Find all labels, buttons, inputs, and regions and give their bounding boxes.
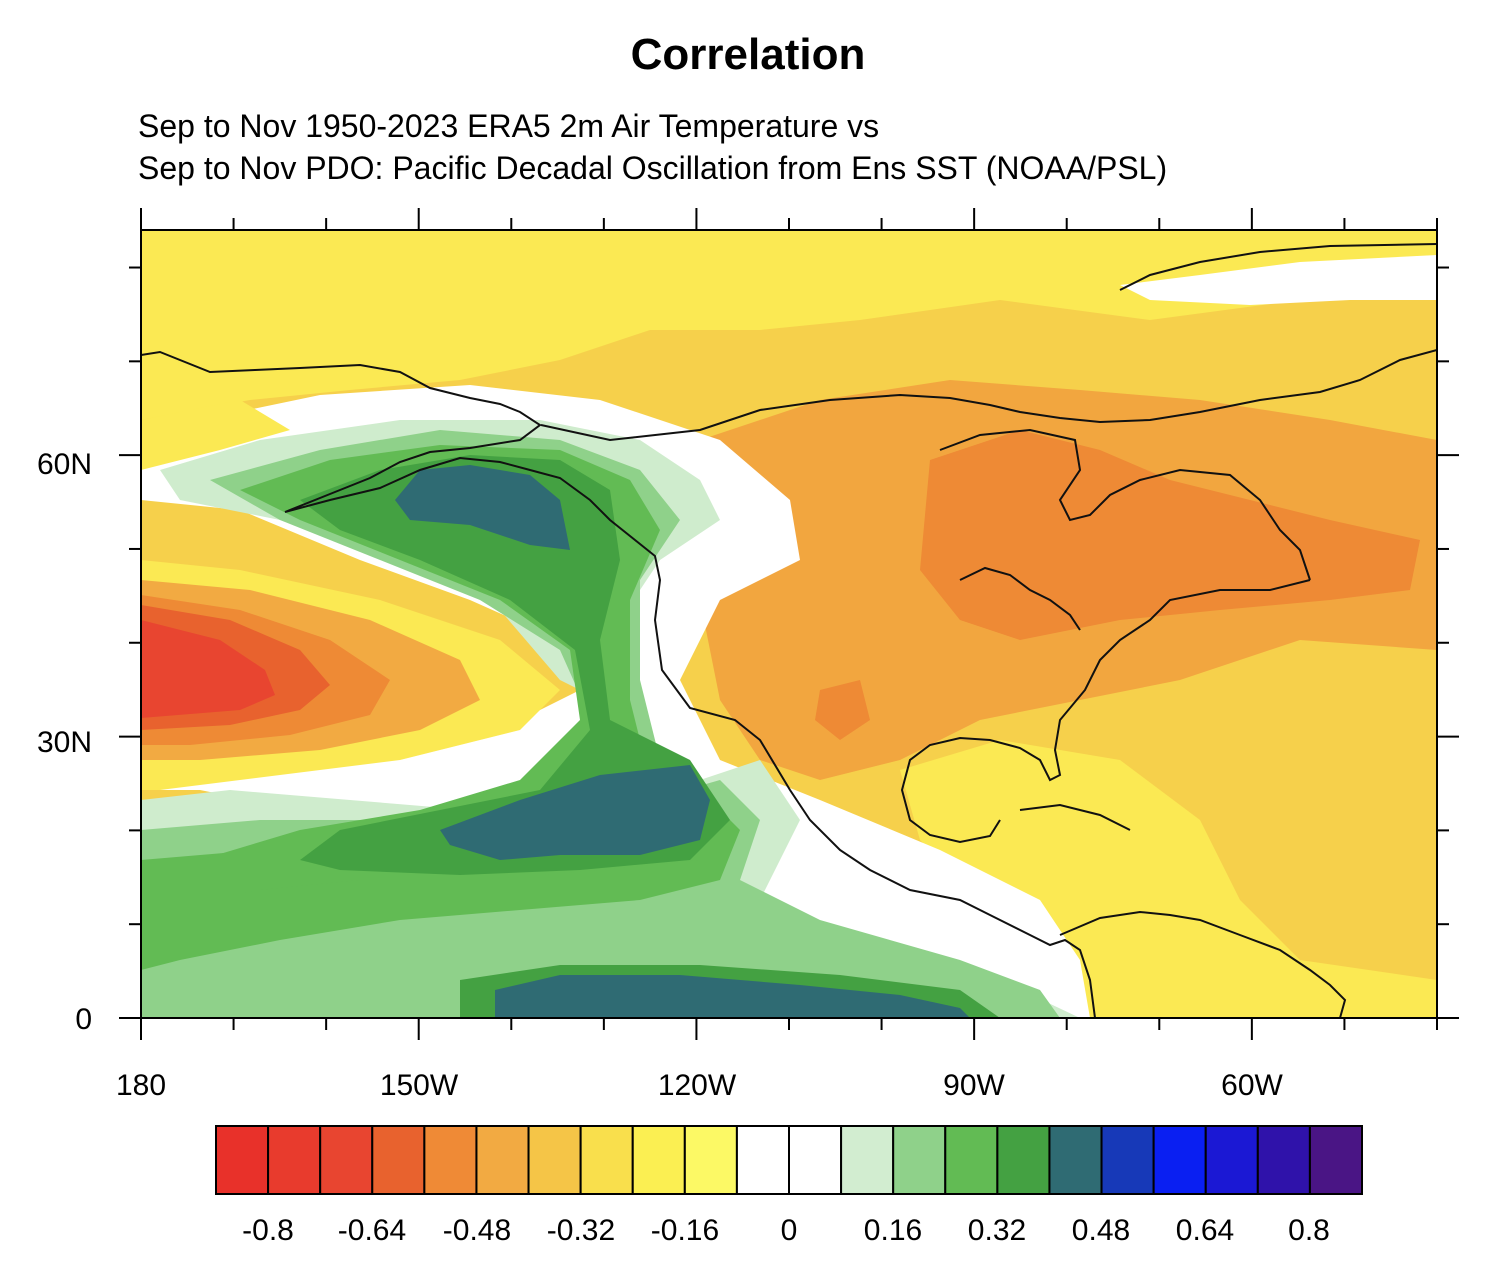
colorbar-label-5: -0.16: [651, 1214, 719, 1247]
x-axis-labels: 180 150W 120W 90W 60W: [116, 1069, 1284, 1102]
colorbar-swatch: [735, 1125, 791, 1195]
colorbar-label-4: -0.32: [547, 1214, 615, 1247]
coastline-alaska-america: [141, 350, 1096, 1018]
colorbar-swatch: [579, 1125, 634, 1195]
coastlines: [141, 243, 1437, 1018]
x-tick-label-60w: 60W: [1221, 1069, 1283, 1102]
x-tick-label-90w: 90W: [943, 1069, 1005, 1102]
field-yellow-north: [141, 230, 1437, 420]
colorbar-swatch: [788, 1125, 843, 1195]
coastline-south-america: [1059, 910, 1347, 1018]
y-axis-labels: 0 30N 60N: [37, 448, 92, 1036]
colorbar-swatch: [944, 1125, 999, 1195]
colorbar-label-2: -0.64: [338, 1214, 406, 1247]
y-tick-label-30n: 30N: [37, 726, 92, 759]
colorbar-swatch: [631, 1125, 686, 1195]
colorbar-label-6: 0: [781, 1214, 798, 1247]
field-teal-gulfalaska: [395, 465, 570, 550]
colorbar-swatch: [1256, 1125, 1311, 1195]
colorbar-swatch: [267, 1125, 322, 1195]
field-yellow-northwest: [141, 400, 290, 470]
colorbar-label-10: 0.64: [1176, 1214, 1234, 1247]
y-tick-label-60n: 60N: [37, 448, 92, 481]
colorbar-label-7: 0.16: [864, 1214, 922, 1247]
field-teal-subtropical: [440, 765, 710, 860]
colorbar-swatch: [1100, 1125, 1155, 1195]
colorbar-swatch: [1152, 1125, 1207, 1195]
colorbar-label-11: 0.8: [1288, 1214, 1330, 1247]
x-tick-label-180: 180: [116, 1069, 166, 1102]
colorbar-swatch: [423, 1125, 478, 1195]
field-darkgreen: [300, 455, 730, 875]
field-teal-equatorial: [495, 975, 970, 1018]
coastline-arctic: [540, 349, 1437, 442]
colorbar-swatch: [215, 1125, 270, 1195]
subtitle-line-2: Sep to Nov PDO: Pacific Decadal Oscillat…: [138, 150, 1168, 186]
coastline-hudson-bay: [939, 428, 1311, 581]
colorbar-swatch: [1308, 1125, 1363, 1195]
axis-ticks: [119, 208, 1459, 1040]
x-tick-label-120w: 120W: [658, 1069, 737, 1102]
colorbar: [215, 1125, 1363, 1195]
field-yellow-caribbean: [900, 740, 1437, 1018]
coastline-east-us: [900, 579, 1311, 844]
y-tick-label-0: 0: [75, 1003, 92, 1036]
colorbar-swatch: [683, 1125, 738, 1195]
colorbar-labels: -0.8 -0.64 -0.48 -0.32 -0.16 0 0.16 0.32…: [242, 1214, 1330, 1247]
field-darkorange-center: [815, 680, 870, 740]
coastline-great-lakes: [959, 566, 1081, 631]
chart-title: Correlation: [630, 30, 866, 79]
colorbar-swatch: [1048, 1125, 1103, 1195]
colorbar-label-9: 0.48: [1072, 1214, 1130, 1247]
coastline-greenland: [1119, 243, 1437, 291]
colorbar-swatch: [840, 1125, 895, 1195]
colorbar-swatch: [996, 1125, 1051, 1195]
field-red-core: [141, 620, 275, 718]
colorbar-label-1: -0.8: [242, 1214, 294, 1247]
field-white-greenland: [1120, 255, 1437, 305]
colorbar-swatch: [475, 1125, 530, 1195]
coastline-cuba: [1019, 803, 1131, 831]
subtitle-line-1: Sep to Nov 1950-2023 ERA5 2m Air Tempera…: [138, 108, 880, 144]
map-field: [141, 230, 1437, 1018]
colorbar-label-3: -0.48: [443, 1214, 511, 1247]
colorbar-label-8: 0.32: [968, 1214, 1026, 1247]
colorbar-swatch: [892, 1125, 947, 1195]
field-darkorange-hudson: [920, 430, 1420, 640]
colorbar-swatch: [319, 1125, 374, 1195]
colorbar-swatch: [371, 1125, 426, 1195]
colorbar-swatch: [1204, 1125, 1259, 1195]
colorbar-swatch: [527, 1125, 582, 1195]
x-tick-label-150w: 150W: [380, 1069, 459, 1102]
